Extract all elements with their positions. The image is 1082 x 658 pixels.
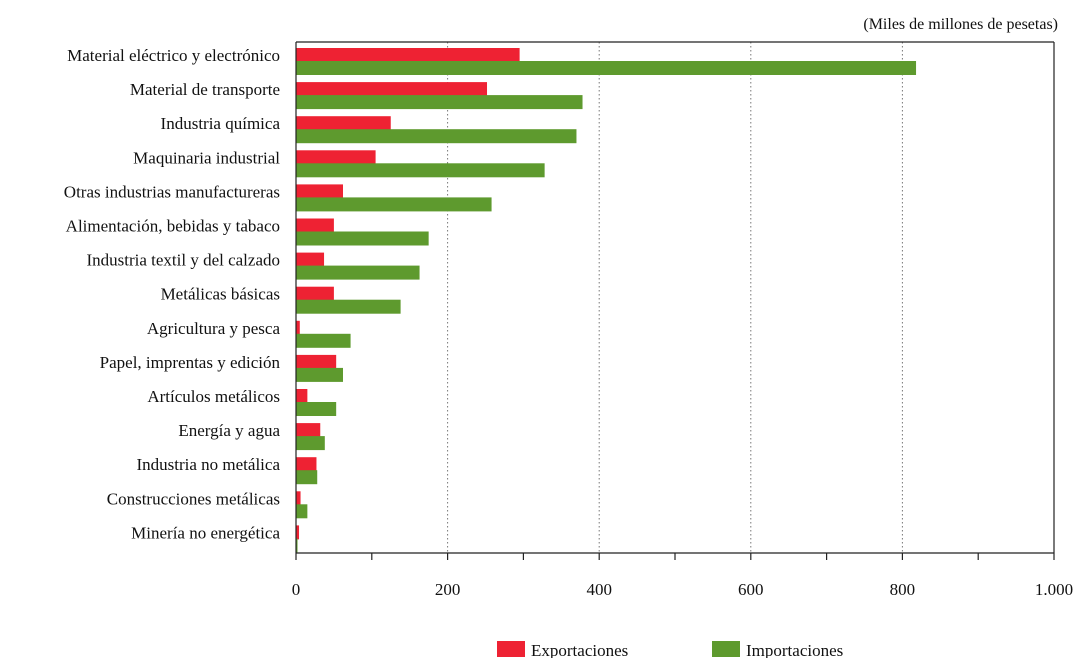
x-tick-label: 800 [890,580,916,599]
category-label: Construcciones metálicas [107,489,280,508]
bar-exportaciones-11 [296,423,321,438]
category-label: Maquinaria industrial [133,148,280,167]
legend-swatch-exportaciones [497,641,525,657]
bar-exportaciones-12 [296,457,317,472]
bar-exportaciones-9 [296,354,337,369]
category-label: Papel, imprentas y edición [100,353,281,372]
category-label: Material de transporte [130,80,280,99]
bar-importaciones-0 [296,61,917,75]
x-tick-label: 400 [586,580,612,599]
bar-exportaciones-0 [296,48,520,62]
unit-note: (Miles de millones de pesetas) [863,16,1058,33]
bar-exportaciones-8 [296,320,300,335]
x-tick-label: 1.000 [1035,580,1073,599]
bar-exportaciones-6 [296,252,325,267]
bar-importaciones-9 [296,367,343,382]
bar-importaciones-4 [296,197,492,212]
category-label: Metálicas básicas [161,285,280,304]
x-tick-label: 0 [292,580,301,599]
bar-exportaciones-10 [296,389,308,403]
bar-importaciones-14 [296,538,298,553]
category-label: Industria no metálica [136,455,280,474]
bar-importaciones-8 [296,333,351,348]
x-tick-label: 200 [435,580,461,599]
category-label: Agricultura y pesca [147,319,281,338]
legend-label-exportaciones: Exportaciones [531,641,628,658]
category-label: Otras industrias manufactureras [64,182,280,201]
category-label: Material eléctrico y electrónico [67,46,280,65]
legend-label-importaciones: Importaciones [746,641,843,658]
bar-importaciones-3 [296,163,545,178]
x-tick-label: 600 [738,580,764,599]
bar-importaciones-1 [296,95,583,110]
bar-importaciones-6 [296,265,420,280]
legend-swatch-importaciones [712,641,740,657]
bar-exportaciones-4 [296,184,343,199]
bar-importaciones-10 [296,402,337,416]
bar-exportaciones-13 [296,491,301,506]
bar-exportaciones-5 [296,218,334,233]
x-axis-ticks: 0 200 400 600 800 1.000 [292,553,1073,599]
category-label: Minería no energética [131,523,280,542]
bar-exportaciones-2 [296,116,391,131]
category-label: Alimentación, bebidas y tabaco [66,217,280,236]
bar-exportaciones-3 [296,150,376,165]
bar-importaciones-5 [296,231,429,246]
category-label: Energía y agua [178,421,280,440]
bar-importaciones-12 [296,470,318,485]
bar-importaciones-11 [296,436,325,451]
bar-exportaciones-7 [296,286,334,301]
bar-exportaciones-14 [296,525,300,540]
grid-lines [447,42,903,553]
bar-exportaciones-1 [296,82,488,97]
bar-importaciones-2 [296,129,577,144]
bar-importaciones-7 [296,299,401,314]
category-label: Industria textil y del calzado [86,251,280,270]
bars-group [296,48,917,553]
category-label: Artículos metálicos [147,387,280,406]
category-label: Industria química [161,114,281,133]
bar-importaciones-13 [296,504,308,519]
legend: Exportaciones Importaciones [497,641,843,658]
category-labels: Material eléctrico y electrónico Material… [64,46,281,542]
